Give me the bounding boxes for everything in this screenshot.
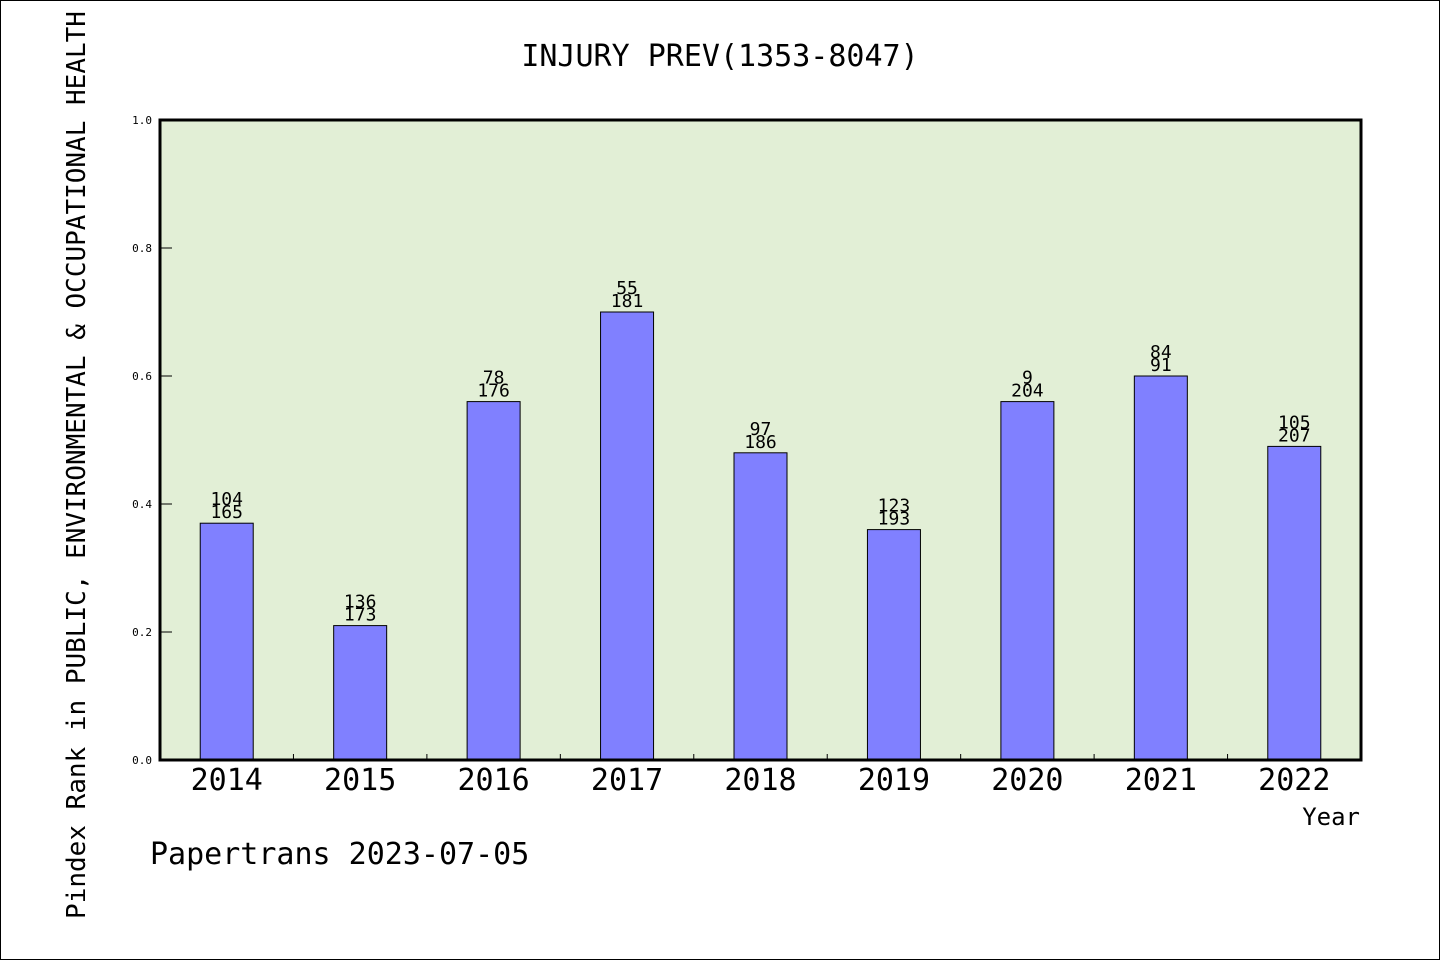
bar-2020 — [1000, 401, 1055, 761]
bar-label-top: 55 — [616, 278, 638, 299]
bar-label-bottom: 204 — [1011, 381, 1044, 402]
bar-label-top: 97 — [750, 419, 772, 440]
bar-label-bottom: 181 — [611, 291, 644, 312]
bar-2018 — [733, 452, 788, 761]
bar-label-bottom: 193 — [878, 509, 911, 530]
x-category-label: 2016 — [457, 763, 529, 798]
bar-label-bottom: 91 — [1150, 355, 1172, 376]
bar-2021 — [1133, 375, 1188, 761]
x-category-label: 2019 — [858, 763, 930, 798]
y-tick-label: 0.2 — [132, 626, 152, 639]
x-category-label: 2014 — [191, 763, 263, 798]
x-axis-label: Year — [1302, 803, 1360, 831]
x-category-label: 2022 — [1258, 763, 1330, 798]
x-category-label: 2021 — [1125, 763, 1197, 798]
bar-2015 — [333, 625, 388, 761]
x-category-label: 2015 — [324, 763, 396, 798]
chart-title: INJURY PREV(1353-8047) — [521, 39, 918, 74]
y-tick-label: 0.8 — [132, 242, 152, 255]
bar-2014 — [199, 522, 254, 761]
bar-label-bottom: 173 — [344, 605, 377, 626]
bar-label-bottom: 186 — [744, 432, 777, 453]
bar-label-top: 123 — [878, 496, 911, 517]
bar-label-bottom: 207 — [1278, 425, 1311, 446]
y-tick-label: 1.0 — [132, 114, 152, 127]
y-tick-label: 0.0 — [132, 754, 152, 767]
bar-2016 — [466, 401, 521, 761]
y-axis-label: Pindex Rank in PUBLIC, ENVIRONMENTAL & O… — [62, 11, 92, 919]
bar-label-bottom: 165 — [210, 502, 243, 523]
bar-label-top: 84 — [1150, 342, 1172, 363]
bar-2019 — [866, 529, 921, 761]
bar-label-top: 136 — [344, 592, 377, 613]
bar-label-bottom: 176 — [477, 381, 510, 402]
bar-2022 — [1267, 445, 1322, 761]
x-category-label: 2018 — [724, 763, 796, 798]
bar-2017 — [600, 311, 655, 761]
y-tick-label: 0.4 — [132, 498, 152, 511]
footer-credit: Papertrans 2023-07-05 — [150, 837, 529, 872]
x-axis-categories: 2014 2015 2016 2017 2018 2019 2020 2021 2022 — [191, 763, 1331, 798]
x-category-label: 2017 — [591, 763, 663, 798]
bar-label-top: 104 — [210, 489, 243, 510]
x-category-label: 2020 — [991, 763, 1063, 798]
plot-border — [158, 118, 1363, 762]
bar-label-top: 9 — [1022, 368, 1033, 389]
bar-label-top: 78 — [483, 368, 505, 389]
bar-label-top: 105 — [1278, 412, 1311, 433]
y-tick-label: 0.6 — [132, 370, 152, 383]
bars — [199, 311, 1322, 761]
